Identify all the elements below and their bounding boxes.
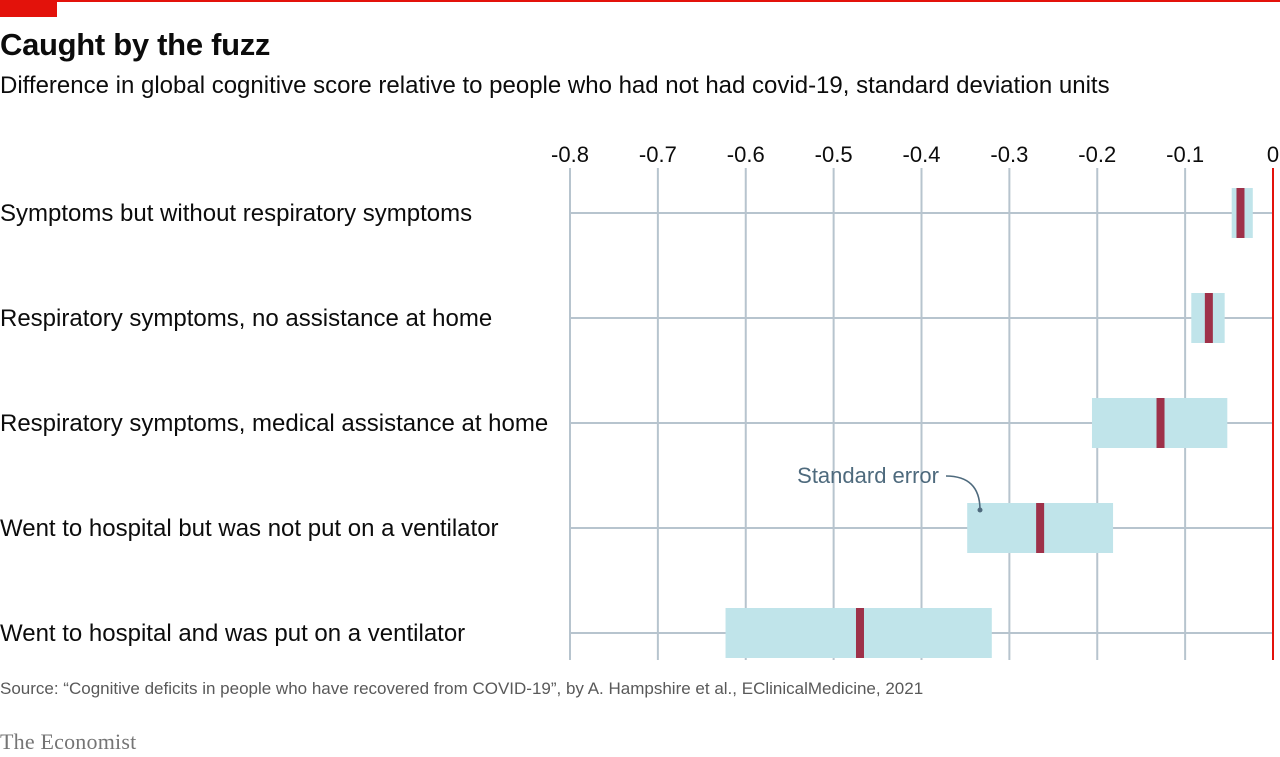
chart-title: Caught by the fuzz: [0, 27, 271, 62]
category-label: Respiratory symptoms, no assistance at h…: [0, 305, 492, 332]
x-tick-label: -0.8: [551, 142, 589, 167]
x-tick-label: -0.3: [990, 142, 1028, 167]
estimate-mark: [1156, 398, 1165, 448]
annotation-dot: [977, 507, 983, 513]
category-labels: Symptoms but without respiratory symptom…: [0, 200, 548, 647]
x-tick-label: -0.4: [903, 142, 941, 167]
estimate-marks: [855, 188, 1245, 658]
annotation-leader: [945, 475, 981, 511]
x-tick-label: -0.2: [1078, 142, 1116, 167]
category-label: Respiratory symptoms, medical assistance…: [0, 410, 548, 437]
x-tick-label: -0.5: [815, 142, 853, 167]
x-tick-label: -0.1: [1166, 142, 1204, 167]
chart-subtitle: Difference in global cognitive score rel…: [0, 72, 1110, 99]
vertical-gridlines: [569, 168, 1187, 660]
x-tick-labels: -0.8 -0.7 -0.6 -0.5 -0.4 -0.3 -0.2 -0.1 0: [551, 142, 1279, 167]
brand-red-tag: [0, 0, 57, 17]
annotation: Standard error: [797, 463, 983, 513]
source-note: Source: “Cognitive deficits in people wh…: [0, 679, 924, 698]
top-rule: [0, 0, 1280, 2]
estimate-mark: [1204, 293, 1213, 343]
x-tick-label: -0.7: [639, 142, 677, 167]
category-label: Symptoms but without respiratory symptom…: [0, 200, 472, 227]
estimate-mark: [855, 608, 864, 658]
category-label: Went to hospital but was not put on a ve…: [0, 515, 499, 542]
economist-logo: The Economist: [0, 729, 137, 754]
category-label: Went to hospital and was put on a ventil…: [0, 620, 465, 647]
annotation-label: Standard error: [797, 463, 939, 488]
x-tick-label: -0.6: [727, 142, 765, 167]
x-tick-label: 0: [1267, 142, 1279, 167]
estimate-mark: [1036, 503, 1045, 553]
estimate-mark: [1236, 188, 1245, 238]
